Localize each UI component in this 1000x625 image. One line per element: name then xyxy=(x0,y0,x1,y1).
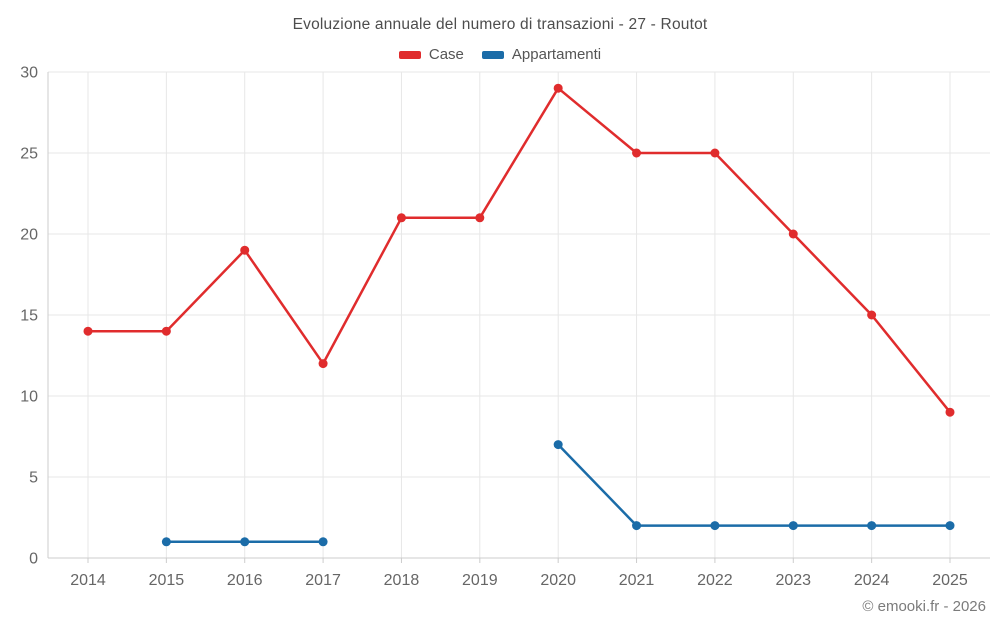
data-point-appartamenti-2017[interactable] xyxy=(318,537,328,547)
x-tick-label: 2019 xyxy=(462,572,498,589)
axes xyxy=(47,72,990,563)
copyright: © emooki.fr - 2026 xyxy=(862,598,986,615)
series-line xyxy=(86,86,952,414)
y-tick-label: 15 xyxy=(20,308,38,325)
series-line xyxy=(556,443,952,527)
legend-item-appartamenti[interactable]: Appartamenti xyxy=(481,46,602,63)
data-point-appartamenti-2021[interactable] xyxy=(632,521,642,531)
series-case xyxy=(83,83,955,417)
x-tick-label: 2021 xyxy=(619,572,655,589)
data-point-appartamenti-2015[interactable] xyxy=(161,537,171,547)
legend-label-case: Case xyxy=(428,46,464,63)
data-point-appartamenti-2023[interactable] xyxy=(788,521,798,531)
data-point-case-2016[interactable] xyxy=(240,245,250,255)
legend-swatch-appartamenti-icon xyxy=(481,50,504,59)
x-tick-label: 2015 xyxy=(149,572,185,589)
data-point-case-2021[interactable] xyxy=(632,148,642,158)
y-tick-label: 30 xyxy=(20,65,38,82)
data-point-case-2018[interactable] xyxy=(396,213,406,223)
legend-swatch-case-icon xyxy=(398,50,421,59)
y-tick-label: 5 xyxy=(29,470,38,487)
y-tick-label: 25 xyxy=(20,146,38,163)
data-point-case-2020[interactable] xyxy=(553,83,563,93)
data-point-case-2014[interactable] xyxy=(83,326,93,336)
data-point-case-2024[interactable] xyxy=(867,310,877,320)
y-axis-labels: 0 5 10 15 20 25 30 xyxy=(20,65,38,568)
data-point-appartamenti-2024[interactable] xyxy=(867,521,877,531)
data-point-case-2019[interactable] xyxy=(475,213,485,223)
x-tick-label: 2017 xyxy=(305,572,341,589)
x-tick-label: 2016 xyxy=(227,572,263,589)
data-point-case-2017[interactable] xyxy=(318,359,328,369)
data-point-appartamenti-2022[interactable] xyxy=(710,521,720,531)
x-tick-label: 2018 xyxy=(384,572,420,589)
y-tick-label: 20 xyxy=(20,227,38,244)
x-axis-labels: 2014 2015 2016 2017 2018 2019 2020 2021 2022 2023… xyxy=(70,572,968,589)
x-tick-label: 2014 xyxy=(70,572,106,589)
y-tick-label: 0 xyxy=(29,551,38,568)
legend-item-case[interactable]: Case xyxy=(398,46,464,63)
legend: Case Appartamenti xyxy=(0,46,1000,63)
data-point-appartamenti-2020[interactable] xyxy=(553,440,563,450)
data-point-case-2022[interactable] xyxy=(710,148,720,158)
legend-label-appartamenti: Appartamenti xyxy=(511,46,602,63)
gridlines xyxy=(48,71,990,558)
x-tick-label: 2023 xyxy=(775,572,811,589)
data-point-case-2025[interactable] xyxy=(945,407,955,417)
data-point-appartamenti-2016[interactable] xyxy=(240,537,250,547)
y-tick-label: 10 xyxy=(20,389,38,406)
data-point-case-2023[interactable] xyxy=(788,229,798,239)
x-tick-label: 2022 xyxy=(697,572,733,589)
x-tick-label: 2020 xyxy=(540,572,576,589)
chart-title: Evoluzione annuale del numero di transaz… xyxy=(292,16,708,33)
data-point-case-2015[interactable] xyxy=(161,326,171,336)
data-point-appartamenti-2025[interactable] xyxy=(945,521,955,531)
x-tick-label: 2025 xyxy=(932,572,968,589)
x-tick-label: 2024 xyxy=(854,572,890,589)
series-appartamenti xyxy=(161,440,955,547)
